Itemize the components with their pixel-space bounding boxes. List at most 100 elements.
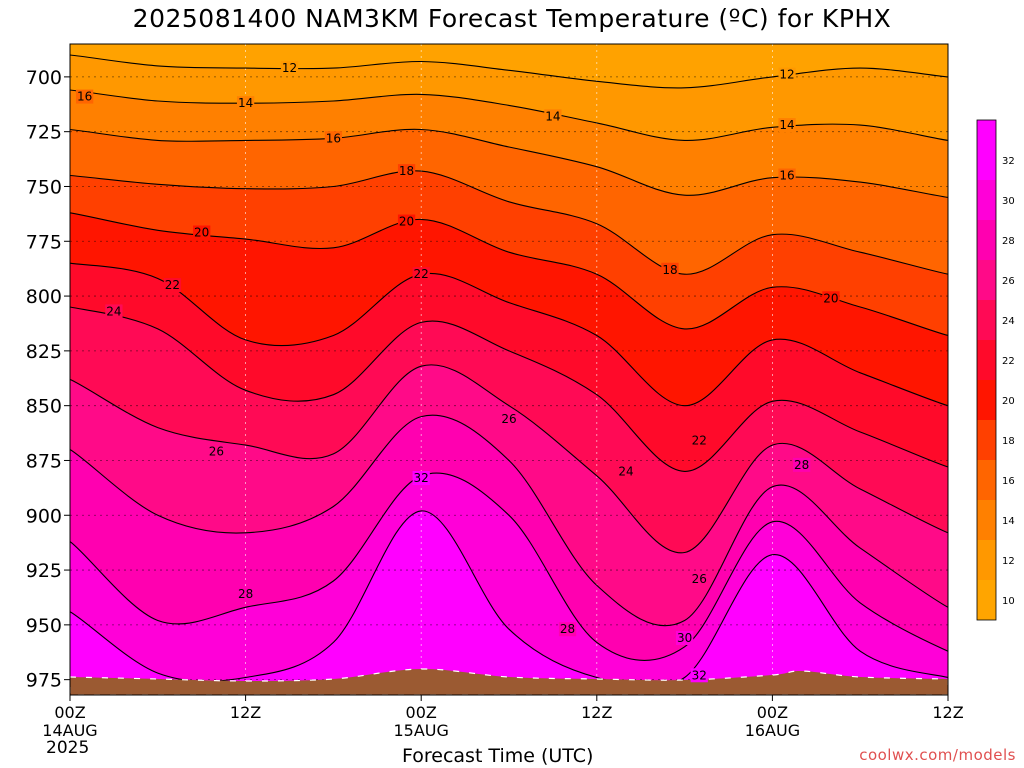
contour-label-bg <box>778 118 796 133</box>
colorbar-label: 22 <box>1002 356 1015 367</box>
y-axis-pressure: 700 725 750 775 800 825 850 875 900 925 950 975 <box>26 67 70 692</box>
contour-label: 16 <box>77 90 92 104</box>
contour-label-bg <box>207 444 225 459</box>
contour-label-bg <box>236 587 255 602</box>
isotherm-14 <box>70 89 948 141</box>
colorbar-label: 24 <box>1002 316 1015 327</box>
start-year-label: 2025 <box>46 738 90 758</box>
colorbar-swatch <box>977 460 996 500</box>
isotherm-16 <box>70 128 948 198</box>
contour-label-bg <box>75 89 94 104</box>
x-axis-title: Forecast Time (UTC) <box>402 745 594 767</box>
y-tick-label: 950 <box>26 615 62 637</box>
y-tick-label: 800 <box>26 286 62 308</box>
contour-label-bg <box>690 668 708 683</box>
x-tick-label: 12Z <box>230 703 261 722</box>
contour-label: 22 <box>692 434 707 448</box>
colorbar-frame <box>976 119 997 621</box>
contour-label-bg <box>822 291 840 306</box>
isotherm-30 <box>70 472 948 662</box>
y-tick-label: 750 <box>26 176 62 198</box>
colorbar-swatch <box>977 500 996 540</box>
y-tick-label: 825 <box>26 341 62 363</box>
contour-label: 32 <box>692 668 707 682</box>
isotherm-32 <box>70 510 948 690</box>
contour-label: 24 <box>106 304 121 318</box>
colorbar-swatch <box>977 380 996 420</box>
contour-label: 22 <box>414 267 429 281</box>
contour-label: 18 <box>399 164 414 178</box>
isotherm-26 <box>70 364 948 554</box>
contour-label: 12 <box>282 61 297 75</box>
y-tick-label: 975 <box>26 670 62 692</box>
x-tick-label: 00Z <box>406 703 437 722</box>
contour-label-bg <box>661 262 679 277</box>
contour-label-bg <box>558 622 577 637</box>
colorbar-swatch <box>977 580 996 620</box>
isotherm-contours <box>70 54 948 690</box>
contour-label: 30 <box>677 631 692 645</box>
contour-label: 22 <box>165 278 180 292</box>
colorbar-label: 30 <box>1002 196 1015 207</box>
colorbar-legend: 10 12 14 16 18 20 22 24 26 28 30 32 <box>976 119 1015 621</box>
contour-label-bg <box>412 267 430 282</box>
contour-label: 12 <box>779 68 794 82</box>
colorbar-swatch <box>977 540 996 580</box>
colorbar-swatch <box>977 220 996 260</box>
x-date-label: 16AUG <box>745 721 800 740</box>
colorbar-swatch <box>977 180 996 220</box>
contour-label: 16 <box>779 169 794 183</box>
x-date-label: 15AUG <box>393 721 448 740</box>
contour-label-bg <box>778 168 796 183</box>
contour-label-bg <box>193 225 211 240</box>
contour-label-bg <box>617 464 635 479</box>
contour-label: 26 <box>209 445 224 459</box>
x-tick-label: 12Z <box>581 703 612 722</box>
y-tick-label: 900 <box>26 505 62 527</box>
colorbar-label: 18 <box>1002 436 1015 447</box>
colorbar-label: 12 <box>1002 556 1015 567</box>
isotherm-12 <box>70 54 948 89</box>
colorbar-label: 32 <box>1002 156 1015 167</box>
contour-label: 28 <box>560 622 575 636</box>
colorbar-label: 28 <box>1002 236 1015 247</box>
contour-label: 14 <box>545 109 560 123</box>
contour-label-bg <box>105 304 123 319</box>
contour-label-bg <box>397 214 416 229</box>
contour-label-bg <box>163 278 182 293</box>
colorbar-swatch <box>977 300 996 340</box>
contour-label: 16 <box>326 131 341 145</box>
y-tick-label: 925 <box>26 560 62 582</box>
colorbar-swatch <box>977 420 996 460</box>
chart-title: 2025081400 NAM3KM Forecast Temperature (… <box>132 4 892 33</box>
contour-label-bg <box>412 471 430 485</box>
contour-label-bg <box>324 131 343 146</box>
contour-label: 28 <box>794 458 809 472</box>
colorbar-swatch <box>977 120 996 180</box>
contour-label: 14 <box>238 96 253 110</box>
x-date-label: 14AUG <box>42 721 97 740</box>
x-tick-label: 12Z <box>932 703 963 722</box>
colorbar-swatch <box>977 260 996 300</box>
contour-label-bg <box>500 411 518 426</box>
colorbar-label: 26 <box>1002 276 1015 287</box>
contour-label-bg <box>690 433 708 448</box>
contour-label: 26 <box>501 412 516 426</box>
contour-label: 26 <box>692 572 707 586</box>
contour-label: 18 <box>662 263 677 277</box>
contour-label: 14 <box>779 118 794 132</box>
y-tick-label: 850 <box>26 396 62 418</box>
contour-label: 28 <box>238 587 253 601</box>
band-above-32 <box>70 510 948 695</box>
x-tick-label: 00Z <box>54 703 85 722</box>
contour-label-bg <box>397 164 416 179</box>
contour-label-bg <box>280 61 299 76</box>
site-credit-link[interactable]: coolwx.com/models <box>859 746 1016 764</box>
colorbar-label: 10 <box>1002 596 1015 607</box>
isotherm-20 <box>70 212 948 337</box>
colorbar-label: 16 <box>1002 476 1015 487</box>
colorbar-label: 14 <box>1002 516 1015 527</box>
contour-label-bg <box>236 96 255 111</box>
